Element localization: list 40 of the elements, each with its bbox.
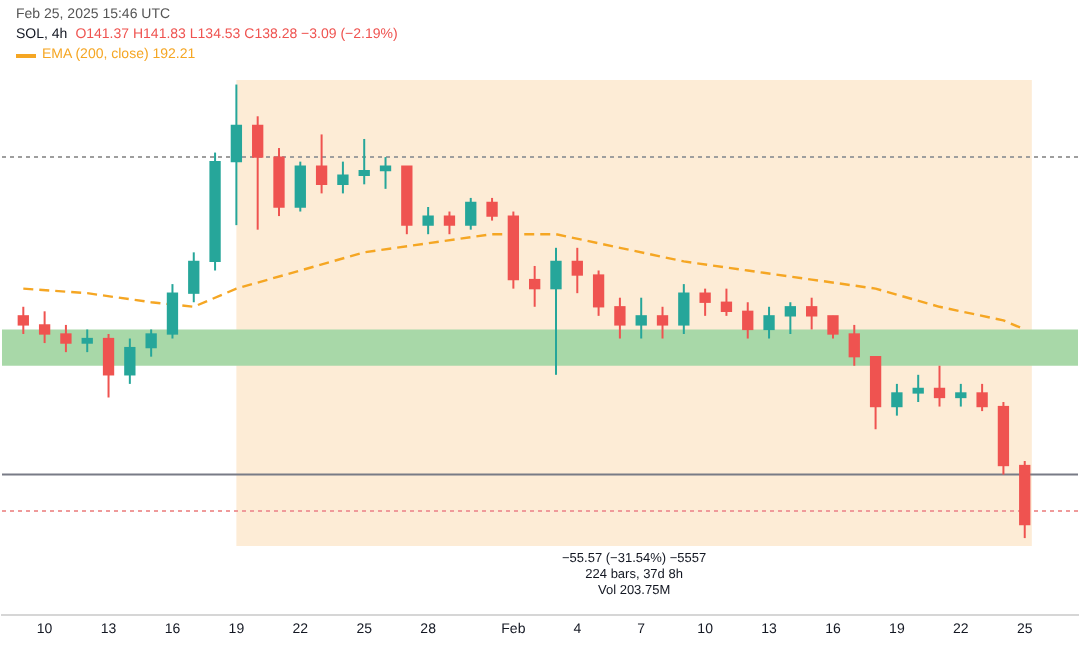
candlestick <box>827 314 839 340</box>
candlestick <box>124 337 136 385</box>
candlestick <box>742 301 754 340</box>
candlestick <box>976 382 988 413</box>
candlestick <box>955 382 967 408</box>
candlestick <box>102 332 115 399</box>
candlestick <box>166 283 179 340</box>
candlestick <box>443 210 456 236</box>
candlestick <box>550 246 562 376</box>
candlestick <box>635 296 647 340</box>
candlestick <box>592 269 605 317</box>
candlestick <box>486 196 498 222</box>
candlestick <box>60 323 72 354</box>
candlestick <box>17 305 29 335</box>
candlestick <box>656 305 669 340</box>
candlestick <box>678 283 690 335</box>
candlestick <box>571 246 583 295</box>
candlestick <box>252 115 264 231</box>
candlestick <box>784 301 797 335</box>
candlestick <box>933 364 946 408</box>
candlestick <box>422 206 434 236</box>
candlestick <box>145 328 157 358</box>
candlestick <box>465 196 477 231</box>
candlestick <box>848 323 860 367</box>
candlestick <box>294 160 306 213</box>
candlestick <box>81 328 93 354</box>
candlestick <box>337 160 349 195</box>
candlestick <box>806 296 818 331</box>
candlestick <box>188 251 200 304</box>
candlestick <box>315 133 328 195</box>
candlestick <box>891 382 903 417</box>
candlestick <box>763 305 775 340</box>
candlestick <box>614 296 626 340</box>
candlestick <box>699 287 711 317</box>
candlestick <box>529 264 541 308</box>
candlestick <box>358 137 370 186</box>
candlestick <box>230 83 243 227</box>
candlestick <box>720 287 733 317</box>
candlestick <box>38 310 51 345</box>
candlestick <box>912 373 924 404</box>
